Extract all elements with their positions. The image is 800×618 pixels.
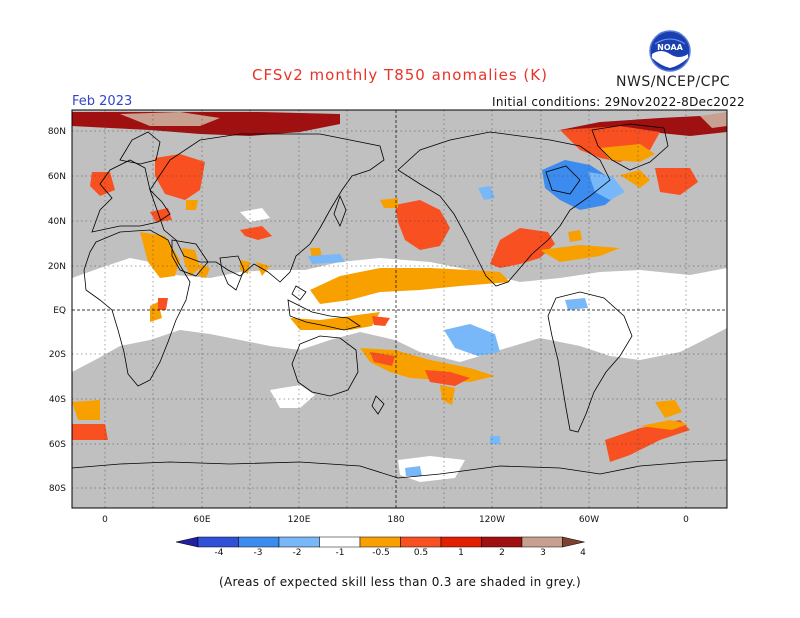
lat-label: 80N bbox=[48, 127, 66, 137]
map-frame bbox=[71, 109, 728, 509]
lon-label: 0 bbox=[102, 515, 108, 525]
lon-label: 60W bbox=[579, 515, 599, 525]
lon-label: 180 bbox=[387, 515, 404, 525]
anomaly-map: 80N 60N 40N 20N EQ 20S 40S 60S 80S 0 60E… bbox=[48, 109, 728, 525]
organization-label: NWS/NCEP/CPC bbox=[616, 74, 731, 90]
lat-label: 20N bbox=[48, 262, 66, 272]
lon-label: 60E bbox=[193, 515, 210, 525]
lat-label: EQ bbox=[53, 306, 66, 316]
lat-label: 60S bbox=[49, 440, 66, 450]
svg-text:NOAA: NOAA bbox=[657, 43, 683, 52]
lat-label: 60N bbox=[48, 172, 66, 182]
longitude-labels: 0 60E 120E 180 120W 60W 0 bbox=[102, 515, 689, 525]
lat-label: 40N bbox=[48, 217, 66, 227]
lat-label: 20S bbox=[49, 350, 66, 360]
latitude-labels: 80N 60N 40N 20N EQ 20S 40S 60S 80S bbox=[48, 127, 66, 494]
noaa-logo: NOAA bbox=[649, 30, 691, 72]
shading-layer bbox=[72, 112, 727, 482]
map-title: CFSv2 monthly T850 anomalies (K) bbox=[252, 66, 548, 84]
lon-label: 120E bbox=[288, 515, 311, 525]
lon-label: 0 bbox=[683, 515, 689, 525]
lat-label: 40S bbox=[49, 395, 66, 405]
initial-conditions: Initial conditions: 29Nov2022-8Dec2022 bbox=[492, 95, 745, 109]
forecast-month: Feb 2023 bbox=[72, 94, 133, 109]
skill-note: (Areas of expected skill less than 0.3 a… bbox=[218, 575, 582, 589]
coastlines bbox=[72, 123, 727, 479]
lat-label: 80S bbox=[49, 484, 66, 494]
gridlines bbox=[72, 110, 727, 508]
lon-label: 120W bbox=[479, 515, 505, 525]
